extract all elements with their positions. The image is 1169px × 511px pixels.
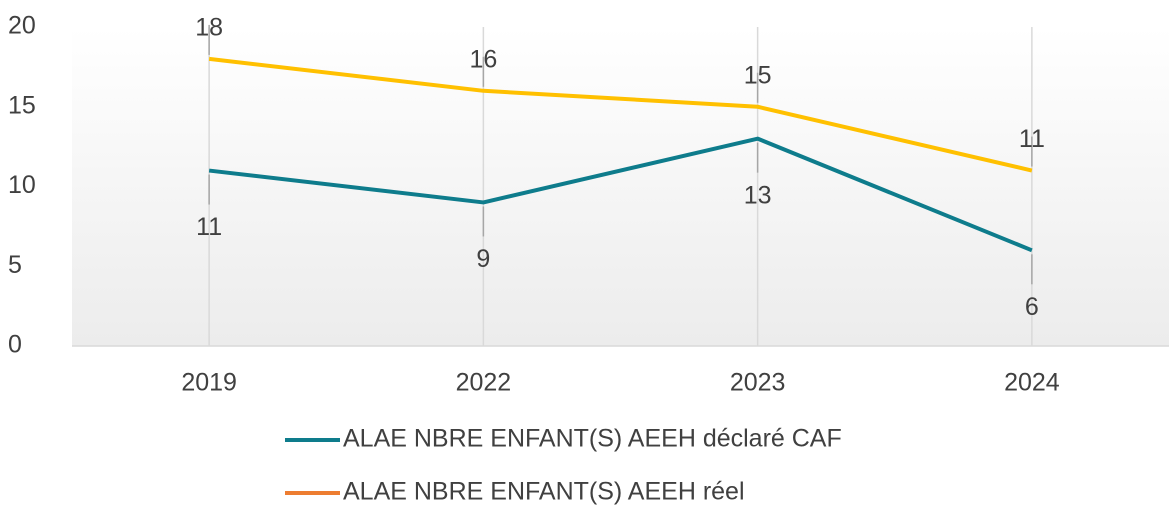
y-tick-label: 10 [8, 171, 36, 199]
y-tick-label: 5 [8, 251, 22, 279]
legend-label: ALAE NBRE ENFANT(S) AEEH réel [343, 478, 745, 506]
x-tick-label: 2024 [1004, 369, 1060, 397]
x-tick-label: 2022 [456, 369, 512, 397]
legend-label: ALAE NBRE ENFANT(S) AEEH déclaré CAF [343, 425, 842, 453]
data-label: 11 [196, 213, 222, 241]
plot-area [72, 27, 1169, 346]
data-label: 11 [1019, 125, 1045, 153]
data-label: 6 [1025, 293, 1039, 321]
data-label: 18 [195, 14, 223, 42]
series-line [208, 136, 1033, 253]
data-label: 13 [744, 181, 772, 209]
y-tick-label: 0 [8, 331, 22, 359]
data-label: 15 [744, 61, 772, 89]
data-label: 16 [469, 45, 497, 73]
y-tick-label: 15 [8, 91, 36, 119]
x-tick-label: 2019 [181, 369, 237, 397]
x-tick-label: 2023 [730, 369, 786, 397]
y-tick-label: 20 [8, 12, 36, 40]
series-line [208, 56, 1033, 173]
data-label: 9 [476, 245, 490, 273]
